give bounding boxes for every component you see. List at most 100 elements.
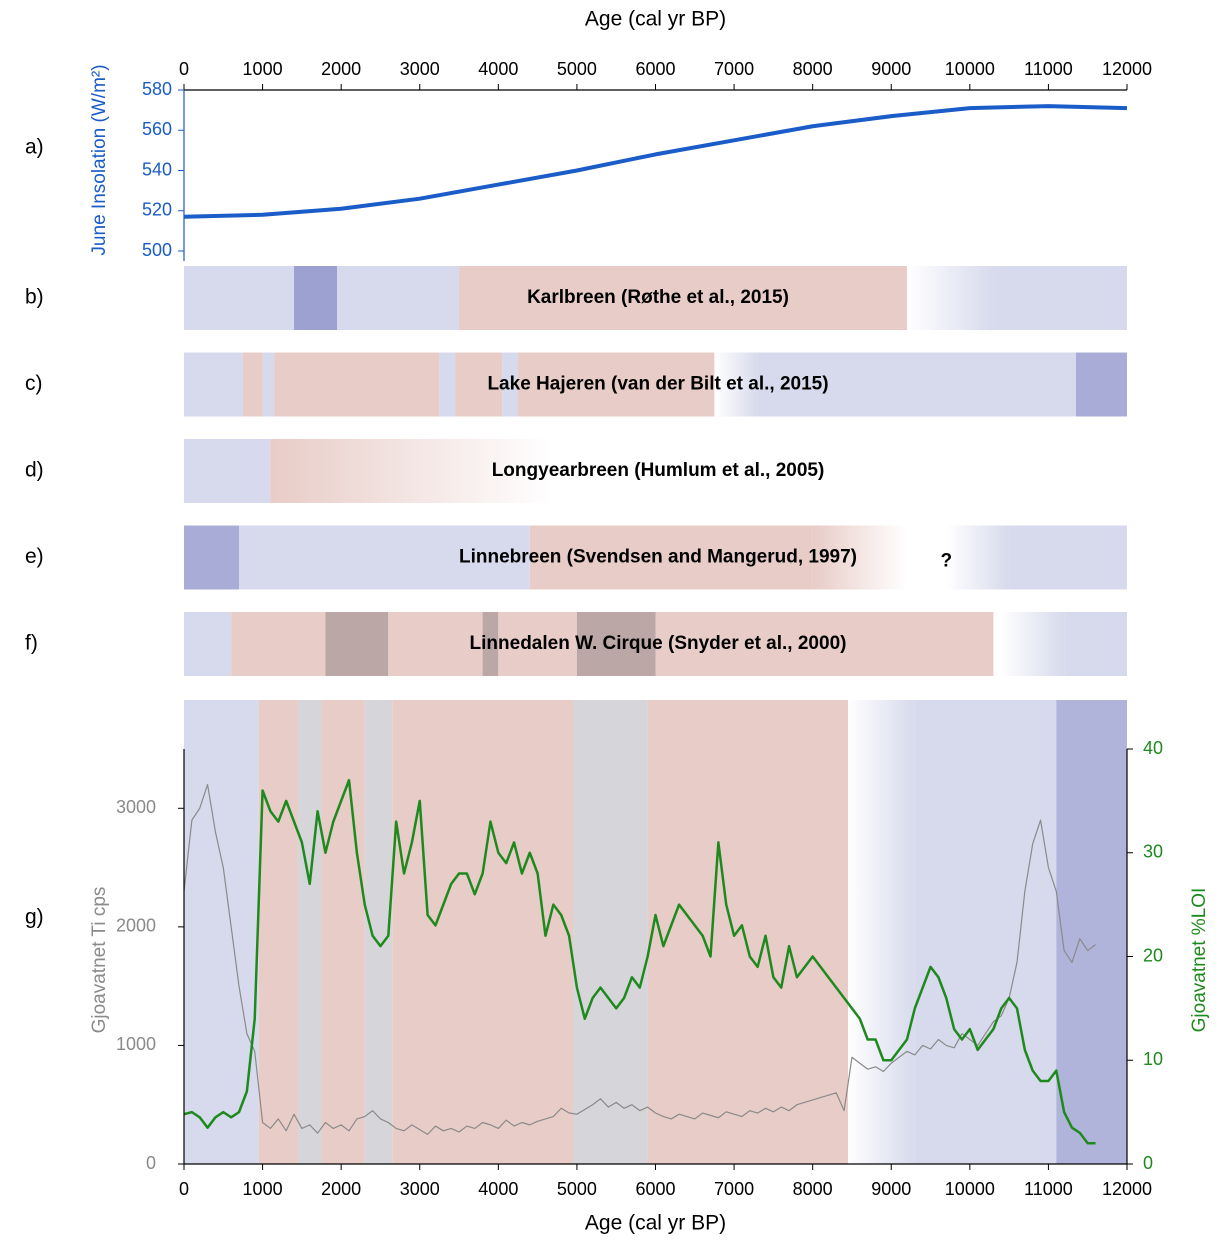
y-tick-label: 3000 [116,797,156,817]
x-tick-label: 11000 [1024,59,1073,79]
x-tick-label: 8000 [793,59,833,79]
period-band [517,352,715,417]
panel-label: e) [25,545,44,568]
period-band [1075,352,1127,417]
data-line [183,778,1096,1145]
period-band [848,700,915,1164]
period-band [647,700,849,1164]
x-tick-label: 5000 [557,59,597,79]
x-tick-label: 12000 [1102,1179,1152,1199]
period-band [1009,525,1127,590]
period-band [258,700,298,1164]
y-tick-label: 580 [142,79,172,99]
period-band [576,612,656,676]
data-line [183,783,1096,1135]
x-tick-label: 2000 [321,1179,361,1199]
y-tick-label: 2000 [116,916,156,936]
record-label: Longyearbreen (Humlum et al., 2005) [492,460,825,481]
period-band [572,700,648,1164]
y2-tick-label: 20 [1143,945,1163,965]
period-band [498,612,577,676]
period-band [274,352,440,417]
x-axis-title: Age (cal yr BP) [585,1212,726,1235]
period-band [325,612,389,676]
period-band [502,352,518,417]
uncertainty-note: ? [940,551,952,572]
period-band [455,352,503,417]
x-tick-label: 12000 [1102,59,1152,79]
period-band [270,439,554,503]
period-band [184,700,259,1164]
period-band [1056,700,1127,1164]
x-tick-label: 9000 [871,59,911,79]
x-tick-label: 7000 [714,59,754,79]
x-tick-label: 3000 [400,59,440,79]
period-band [439,352,456,417]
period-band [482,612,499,676]
x-tick-label: 6000 [635,59,675,79]
y-tick-label: 540 [142,159,172,179]
panel-label: f) [25,632,38,655]
x-tick-label: 10000 [945,1179,995,1199]
period-band [906,266,994,330]
y2-tick-label: 40 [1143,738,1163,758]
record-label: Karlbreen (Røthe et al., 2015) [527,287,789,308]
x-tick-label: 1000 [243,59,283,79]
x-axis-title: Age (cal yr BP) [585,8,726,31]
period-band [297,700,322,1164]
panel-label: g) [25,906,44,929]
x-tick-label: 4000 [478,1179,518,1199]
y-tick-label: 1000 [116,1034,156,1054]
y-tick-label: 520 [142,200,172,220]
x-tick-label: 7000 [714,1179,754,1199]
x-tick-label: 2000 [321,59,361,79]
y-tick-label: 560 [142,119,172,139]
x-tick-label: 5000 [557,1179,597,1199]
x-tick-label: 8000 [793,1179,833,1199]
panel-label: b) [25,286,44,309]
x-tick-label: 4000 [478,59,518,79]
record-label: Linnedalen W. Cirque (Snyder et al., 200… [470,633,847,654]
period-band [392,700,573,1164]
period-band [239,525,530,590]
period-band [242,352,263,417]
x-tick-label: 1000 [243,1179,283,1199]
x-tick-label: 0 [179,59,189,79]
panel-label: c) [25,372,43,395]
period-band [993,266,1127,330]
period-band [321,700,365,1164]
x-tick-label: 3000 [400,1179,440,1199]
period-band [294,266,338,330]
x-tick-label: 0 [179,1179,189,1199]
x-tick-label: 10000 [945,59,995,79]
y2-tick-label: 30 [1143,842,1163,862]
period-band [262,352,275,417]
panel-label: a) [25,136,44,159]
period-band [655,612,994,676]
y-tick-label: 0 [146,1153,156,1173]
record-label: Lake Hajeren (van der Bilt et al., 2015) [487,374,828,395]
y-axis-title: Gjoavatnet Ti cps [89,887,110,1034]
period-band [388,612,483,676]
period-band [812,525,907,590]
x-tick-label: 11000 [1024,1179,1073,1199]
period-band [184,439,271,503]
x-tick-label: 6000 [635,1179,675,1199]
period-band [459,266,907,330]
record-label: Linnebreen (Svendsen and Mangerud, 1997) [459,547,857,568]
y2-tick-label: 0 [1143,1153,1153,1173]
period-band [529,525,813,590]
y2-axis-title: Gjoavatnet %LOI [1189,888,1210,1033]
y-axis-title: June Insolation (W/m²) [89,64,110,255]
x-tick-label: 9000 [871,1179,911,1199]
period-band [914,700,1057,1164]
period-band [184,266,295,330]
period-band [757,352,1076,417]
period-band [1001,612,1065,676]
period-band [337,266,460,330]
period-band [184,525,240,590]
data-line [183,104,1128,219]
period-band [184,612,232,676]
period-band [184,352,243,417]
